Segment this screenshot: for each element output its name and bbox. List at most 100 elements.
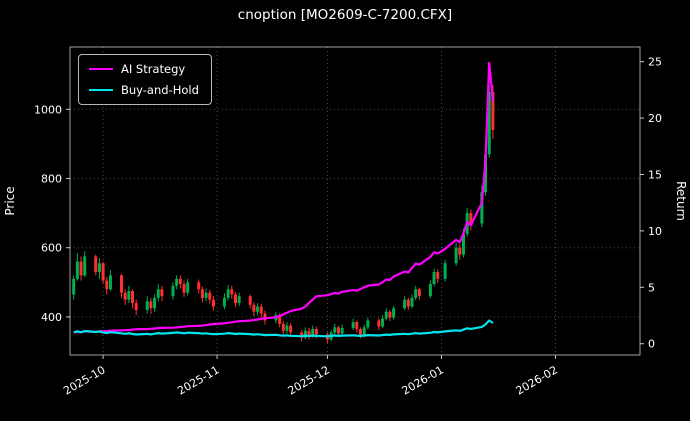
candle-body <box>101 263 105 281</box>
candle-body <box>237 296 241 304</box>
candle-body <box>428 284 432 297</box>
candle-body <box>289 325 293 333</box>
gridlines <box>70 47 640 355</box>
candle-body <box>153 297 157 309</box>
candle-body <box>392 308 396 318</box>
price-tick-label: 800 <box>41 173 62 186</box>
candle-body <box>204 292 208 298</box>
candle-body <box>175 278 179 286</box>
candle-body <box>97 263 101 272</box>
candle-body <box>149 301 153 309</box>
candle-body <box>123 292 127 300</box>
candle-body <box>491 91 495 131</box>
candle-body <box>333 327 337 333</box>
candle-body <box>454 247 458 264</box>
candle-body <box>285 325 289 331</box>
price-tick-label: 400 <box>41 311 62 324</box>
candle-body <box>127 290 131 300</box>
candle-body <box>79 261 83 276</box>
candle-body <box>108 275 112 290</box>
return-tick-label: 20 <box>648 112 662 125</box>
return-tick-label: 0 <box>648 338 655 351</box>
candle-body <box>314 329 318 335</box>
candle-body <box>226 289 230 298</box>
candle-body <box>311 329 315 336</box>
axis-ticks <box>66 61 644 359</box>
candle-body <box>461 233 465 255</box>
candle-body <box>186 282 190 293</box>
return-tick-label: 15 <box>648 168 662 181</box>
candle-body <box>278 315 282 324</box>
date-tick-label: 2026-01 <box>400 363 446 397</box>
date-tick-label: 2025-10 <box>61 363 107 397</box>
candle-body <box>359 329 363 336</box>
candle-body <box>355 322 359 330</box>
candle-body <box>487 91 491 155</box>
return-tick-label: 10 <box>648 225 662 238</box>
candle-body <box>200 289 204 298</box>
candle-body <box>417 289 421 297</box>
candle-body <box>94 256 98 272</box>
series-buy-and-hold-line <box>73 319 494 338</box>
candle-body <box>83 256 87 276</box>
axis-titles: Price Return <box>3 181 688 221</box>
candle-body <box>406 299 410 307</box>
candle-body <box>362 327 366 336</box>
candle-body <box>256 306 260 312</box>
legend-label-buy-and-hold: Buy-and-Hold <box>121 83 199 97</box>
legend: AI Strategy Buy-and-Hold <box>78 54 212 105</box>
candle-body <box>303 330 307 338</box>
candle-body <box>182 284 186 293</box>
candle-body <box>403 299 407 309</box>
candle-body <box>307 330 311 336</box>
candle-body <box>384 311 388 319</box>
candle-body <box>443 263 447 279</box>
candle-body <box>377 320 381 327</box>
candle-body <box>233 294 237 304</box>
candle-body <box>252 304 256 312</box>
candle-body <box>432 271 436 285</box>
candle-body <box>281 323 285 331</box>
legend-item-ai-strategy: AI Strategy <box>89 62 199 76</box>
candle-body <box>119 275 123 293</box>
price-tick-label: 1000 <box>34 103 62 116</box>
candle-body <box>336 327 340 334</box>
candle-body <box>72 278 76 295</box>
candle-body <box>178 278 182 285</box>
legend-item-buy-and-hold: Buy-and-Hold <box>89 83 199 97</box>
series-ai-strategy-line <box>73 61 494 334</box>
candle-body <box>469 213 473 224</box>
candle-body <box>134 303 138 311</box>
candle-body <box>484 154 488 193</box>
plot-frame <box>69 46 641 356</box>
candle-body <box>248 296 252 305</box>
candle-body <box>351 322 355 329</box>
candle-body <box>75 261 79 279</box>
candle-body <box>480 192 484 224</box>
date-tick-label: 2025-12 <box>286 363 332 397</box>
date-tick-label: 2025-11 <box>175 363 221 397</box>
candle-body <box>366 320 370 328</box>
candle-body <box>131 290 135 304</box>
return-tick-label: 25 <box>648 56 662 69</box>
price-tick-label: 600 <box>41 242 62 255</box>
candle-body <box>156 289 160 298</box>
candle-body <box>414 289 418 298</box>
buy-and-hold-line-swatch <box>89 88 113 92</box>
candle-body <box>171 285 175 297</box>
candle-body <box>458 247 462 255</box>
candle-body <box>388 311 392 318</box>
candle-body <box>222 297 226 307</box>
right-axis-title: Return <box>674 181 688 221</box>
candle-body <box>160 289 164 297</box>
candle-body <box>208 292 212 300</box>
candle-body <box>211 299 215 307</box>
candle-body <box>145 301 149 311</box>
candle-body <box>263 313 267 321</box>
candle-body <box>230 289 234 295</box>
candle-body <box>340 328 344 334</box>
candle-body <box>259 306 263 314</box>
legend-label-ai-strategy: AI Strategy <box>121 62 186 76</box>
